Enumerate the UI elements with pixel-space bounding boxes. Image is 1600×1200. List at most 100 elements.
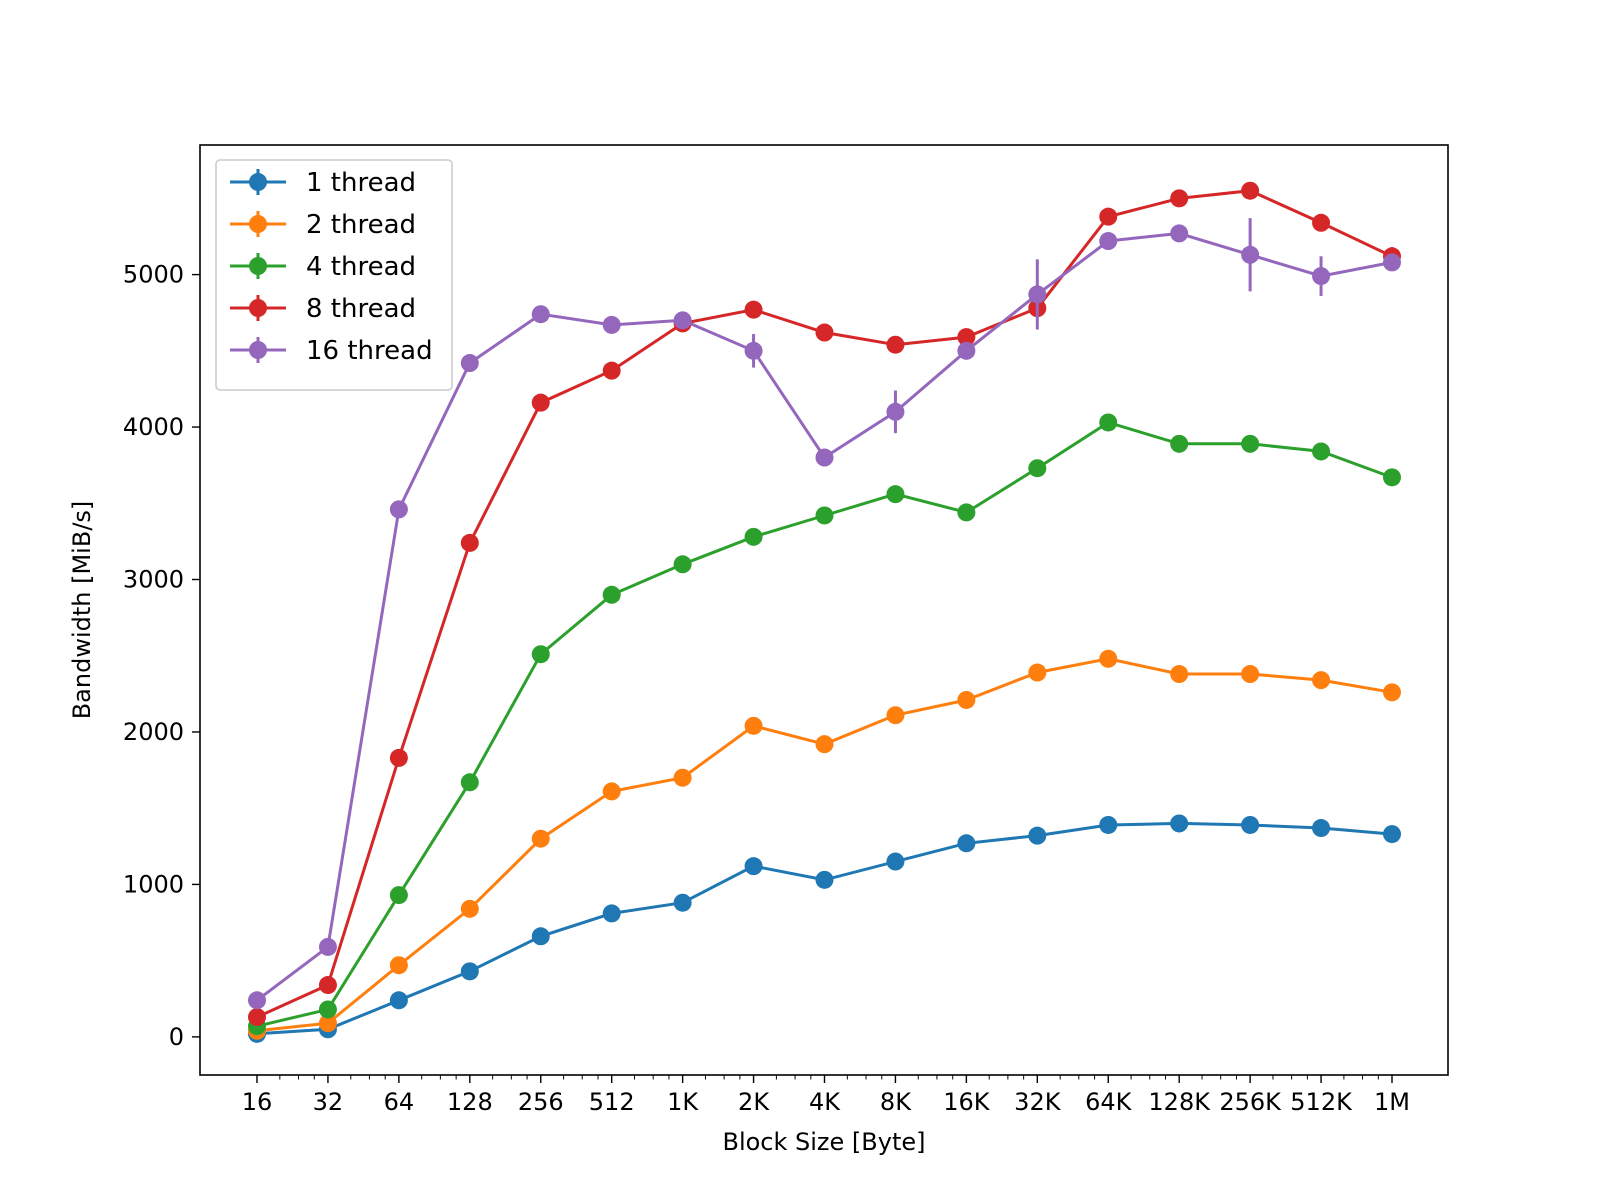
data-point: [744, 300, 763, 319]
data-point: [1312, 819, 1331, 838]
data-point: [1241, 815, 1260, 834]
x-tick-label: 2K: [738, 1088, 770, 1116]
data-point: [460, 773, 479, 792]
data-point: [1241, 665, 1260, 684]
series-2: [248, 649, 1401, 1040]
data-point: [1099, 649, 1118, 668]
data-point: [318, 1014, 337, 1033]
data-point: [1099, 207, 1118, 226]
x-axis: 16 32 64 128 256 512 1K 2K 4K 8K 16K 32K 64K 128K 256K…: [242, 1075, 1410, 1116]
legend-item: 2 thread: [230, 210, 416, 240]
data-point: [1028, 663, 1047, 682]
x-tick-label: 256K: [1219, 1088, 1282, 1116]
data-point: [460, 962, 479, 981]
x-tick-label: 256: [518, 1088, 564, 1116]
y-axis-label: Bandwidth [MiB/s]: [68, 501, 96, 720]
data-point: [531, 927, 550, 946]
x-tick-label: 32K: [1014, 1088, 1062, 1116]
legend-item: 8 thread: [230, 294, 416, 324]
data-point: [744, 857, 763, 876]
data-point: [1383, 825, 1401, 844]
data-point: [957, 834, 976, 853]
data-point: [460, 533, 479, 552]
data-point: [1312, 267, 1331, 286]
data-point: [1170, 665, 1189, 684]
data-point: [1170, 189, 1189, 208]
data-point: [1028, 459, 1047, 478]
data-point: [531, 645, 550, 664]
data-point: [886, 852, 905, 871]
data-point: [602, 585, 621, 604]
data-point: [1028, 826, 1047, 845]
x-tick-label: 128K: [1148, 1088, 1211, 1116]
data-point: [602, 904, 621, 923]
data-point: [957, 503, 976, 522]
legend-label: 8 thread: [306, 294, 416, 324]
data-point: [389, 748, 408, 767]
data-point: [1383, 468, 1401, 487]
data-point: [1312, 671, 1331, 690]
data-point: [815, 870, 834, 889]
data-point: [318, 976, 337, 995]
legend-label: 4 thread: [306, 252, 416, 282]
data-point: [389, 991, 408, 1010]
data-point: [815, 506, 834, 525]
data-point: [602, 361, 621, 380]
data-point: [460, 354, 479, 373]
x-tick-label: 1K: [667, 1088, 699, 1116]
data-point: [248, 1008, 266, 1027]
y-tick-label: 1000: [123, 870, 184, 898]
data-point: [744, 341, 763, 360]
data-point: [1312, 213, 1331, 232]
data-point: [1170, 434, 1189, 453]
legend-item: 16 thread: [230, 336, 433, 366]
data-point: [1383, 253, 1401, 272]
data-point: [1241, 434, 1260, 453]
data-point: [1028, 285, 1047, 304]
data-point: [957, 690, 976, 709]
data-point: [318, 937, 337, 956]
data-point: [389, 500, 408, 519]
data-point: [531, 393, 550, 412]
x-tick-label: 512: [589, 1088, 635, 1116]
series-3: [248, 413, 1401, 1036]
data-point: [673, 311, 692, 330]
data-point: [957, 341, 976, 360]
legend-item: 4 thread: [230, 252, 416, 282]
data-point: [602, 782, 621, 801]
data-point: [673, 893, 692, 912]
data-point: [531, 829, 550, 848]
x-axis-label: Block Size [Byte]: [722, 1128, 925, 1156]
x-tick-label: 32: [313, 1088, 344, 1116]
data-point: [1241, 245, 1260, 264]
data-point: [1099, 413, 1118, 432]
data-point: [1383, 683, 1401, 702]
x-tick-label: 512K: [1290, 1088, 1353, 1116]
x-tick-label: 4K: [809, 1088, 841, 1116]
x-tick-label: 16: [242, 1088, 273, 1116]
data-point: [744, 716, 763, 735]
data-point: [886, 335, 905, 354]
x-tick-label: 64: [384, 1088, 415, 1116]
data-point: [1170, 224, 1189, 243]
data-point: [744, 527, 763, 546]
legend-label: 2 thread: [306, 210, 416, 240]
x-tick-label: 64K: [1085, 1088, 1133, 1116]
legend-marker: [249, 173, 267, 191]
data-point: [1099, 815, 1118, 834]
y-tick-label: 4000: [123, 413, 184, 441]
y-tick-label: 2000: [123, 718, 184, 746]
x-tick-label: 128: [447, 1088, 493, 1116]
data-point: [460, 899, 479, 918]
data-point: [886, 402, 905, 421]
data-point: [1099, 232, 1118, 251]
series-layer: [248, 181, 1401, 1043]
legend-box: [215, 159, 453, 391]
legend: 1 thread 2 thread 4 thread 8 thread 16 threa…: [215, 159, 453, 391]
data-point: [531, 305, 550, 324]
data-point: [673, 555, 692, 574]
data-point: [886, 706, 905, 725]
y-tick-label: 5000: [123, 261, 184, 289]
data-point: [886, 485, 905, 504]
